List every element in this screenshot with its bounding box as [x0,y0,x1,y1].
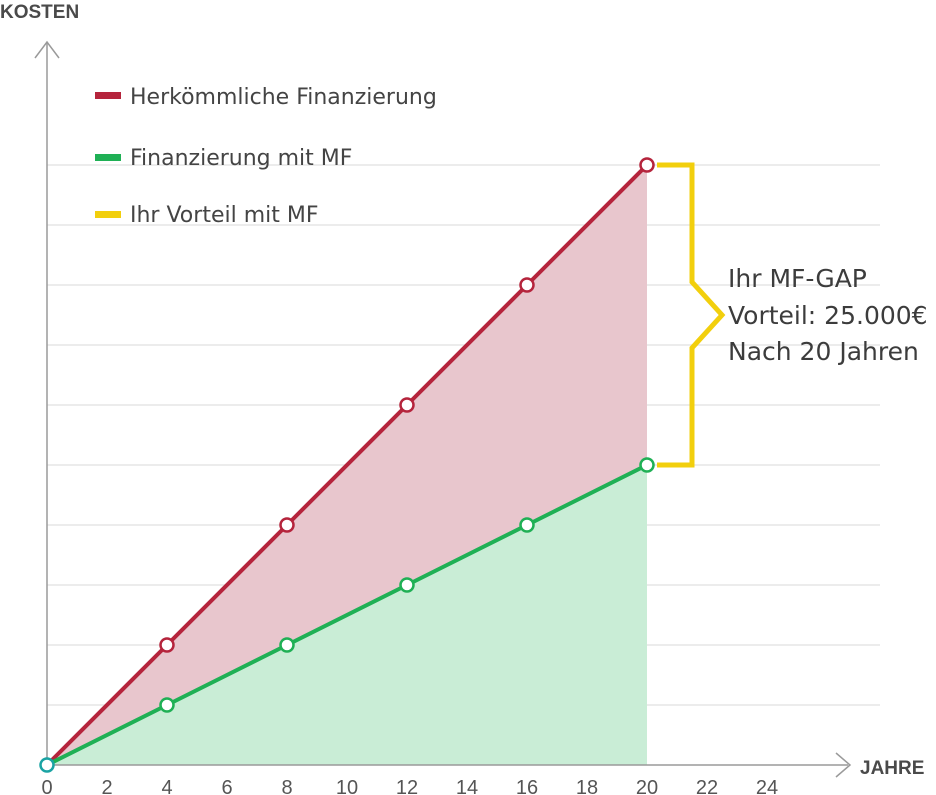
x-tick-label: 18 [576,777,598,795]
x-tick-label: 4 [161,777,172,795]
point-mf [279,637,295,653]
x-tick-label: 14 [456,777,478,795]
point-mf [639,457,655,473]
x-tick-label: 12 [396,777,418,795]
x-tick-labels: 0 2 4 6 8 10 12 14 16 18 20 22 24 [41,777,778,795]
legend-swatch-mf [95,154,121,161]
x-tick-label: 8 [281,777,292,795]
gap-annotation: Ihr MF-GAP Vorteil: 25.000€ Nach 20 Jahr… [728,264,928,366]
x-tick-label: 16 [516,777,538,795]
x-tick-label: 22 [696,777,718,795]
line-conventional [45,163,649,767]
point-mf [399,577,415,593]
point-conventional [399,397,415,413]
x-tick-label: 2 [101,777,112,795]
x-tick-label: 24 [756,777,778,795]
x-axis-arrow [835,752,852,778]
x-tick-label: 6 [221,777,232,795]
annotation-line-3: Nach 20 Jahren [728,337,919,366]
origin-point [39,757,55,773]
legend-label-conventional: Herkömmliche Finanzierung [130,85,437,110]
x-axis-title: JAHRE [860,758,924,779]
annotation-line-1: Ihr MF-GAP [728,264,867,293]
legend-label-advantage: Ihr Vorteil mit MF [130,203,319,228]
y-axis-title: KOSTEN [0,2,79,23]
x-tick-label: 20 [636,777,658,795]
point-conventional [639,157,655,173]
y-axis-arrow [34,40,60,59]
legend: Herkömmliche Finanzierung Finanzierung m… [95,85,437,228]
series-points [39,157,655,773]
line-mf [46,463,648,767]
legend-label-mf: Finanzierung mit MF [130,146,352,171]
x-tick-label: 0 [41,777,52,795]
legend-swatch-advantage [95,211,121,218]
annotation-line-2: Vorteil: 25.000€ [728,301,928,330]
gap-bracket [657,162,726,468]
point-conventional [279,517,295,533]
x-tick-label: 10 [336,777,358,795]
legend-swatch-conventional [95,92,121,99]
point-conventional [159,637,175,653]
series-lines [45,163,649,767]
point-mf [159,697,175,713]
point-conventional [519,277,535,293]
point-mf [519,517,535,533]
